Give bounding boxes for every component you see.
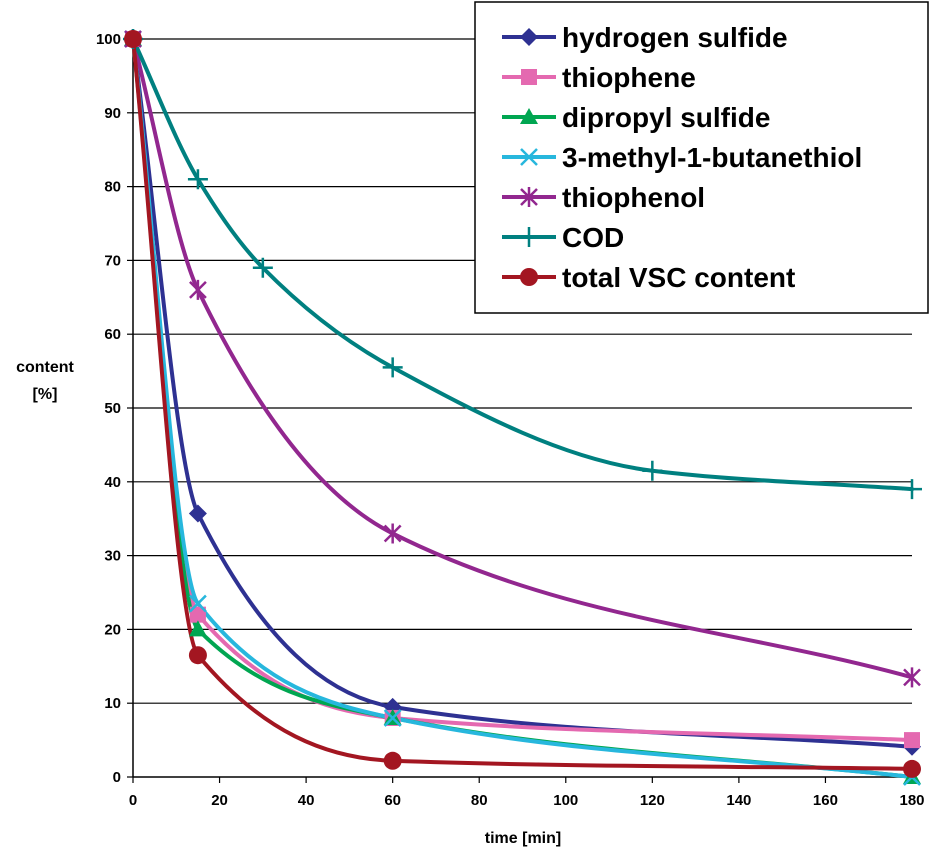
data-point-cod bbox=[382, 357, 403, 378]
x-tick-labels: 0 20 40 60 80 100 120 140 160 180 bbox=[129, 792, 925, 809]
x-tick-label: 160 bbox=[813, 792, 838, 809]
data-point-thiophene bbox=[904, 732, 920, 749]
series-line-thiophenol bbox=[131, 37, 914, 680]
legend-label-thiophenol: thiophenol bbox=[562, 182, 705, 213]
data-point-thiophenol bbox=[189, 279, 207, 300]
data-point-cod bbox=[252, 257, 273, 278]
y-tick-label: 60 bbox=[104, 326, 121, 343]
data-point-total-vsc-content bbox=[188, 646, 207, 665]
legend-label-cod: COD bbox=[562, 222, 624, 253]
axes bbox=[127, 33, 913, 783]
legend-label-3-methyl-1-butanethiol: 3-methyl-1-butanethiol bbox=[562, 142, 862, 173]
y-tick-label: 70 bbox=[104, 252, 121, 269]
legend-marker-thiophene bbox=[521, 69, 537, 85]
data-point-total-vsc-content bbox=[903, 759, 921, 778]
legend-label-dipropyl-sulfide: dipropyl sulfide bbox=[562, 102, 770, 133]
data-point-thiophenol bbox=[903, 667, 921, 688]
y-tick-label: 0 bbox=[113, 769, 121, 786]
data-point-total-vsc-content bbox=[124, 30, 142, 48]
data-point-cod bbox=[187, 169, 208, 190]
data-point-thiophene bbox=[189, 606, 206, 623]
x-tick-label: 100 bbox=[553, 792, 578, 809]
series-markers bbox=[123, 29, 922, 786]
series-line-cod bbox=[131, 37, 914, 492]
y-tick-label: 80 bbox=[104, 179, 121, 196]
legend-marker-hydrogen-sulfide bbox=[520, 28, 538, 46]
legend-marker-dipropyl-sulfide bbox=[520, 108, 538, 124]
y-tick-label: 50 bbox=[104, 400, 121, 417]
x-tick-label: 140 bbox=[726, 792, 751, 809]
y-tick-label: 30 bbox=[104, 548, 121, 565]
x-tick-label: 120 bbox=[640, 792, 665, 809]
legend-label-total-vsc-content: total VSC content bbox=[562, 262, 795, 293]
series-line-total-vsc-content bbox=[131, 37, 914, 771]
data-point-hydrogen-sulfide bbox=[188, 504, 207, 523]
data-point-dipropyl-sulfide bbox=[188, 620, 207, 637]
series-lines bbox=[131, 37, 914, 779]
x-tick-label: 80 bbox=[471, 792, 488, 809]
y-tick-label: 90 bbox=[104, 105, 121, 122]
legend-label-thiophene: thiophene bbox=[562, 62, 696, 93]
x-tick-label: 20 bbox=[211, 792, 228, 809]
x-tick-label: 180 bbox=[899, 792, 924, 809]
x-tick-label: 0 bbox=[129, 792, 137, 809]
series-line-3-methyl-1-butanethiol bbox=[131, 37, 914, 779]
legend-label-hydrogen-sulfide: hydrogen sulfide bbox=[562, 22, 788, 53]
y-tick-label: 10 bbox=[104, 695, 121, 712]
x-axis-label: time [min] bbox=[485, 830, 561, 847]
y-tick-label: 20 bbox=[104, 621, 121, 638]
legend-marker-total-vsc-content bbox=[520, 268, 538, 286]
y-axis-label-line2: [%] bbox=[33, 386, 58, 403]
y-tick-label: 100 bbox=[96, 31, 121, 48]
legend: hydrogen sulfide thiophene dipropyl sulfid… bbox=[474, 1, 929, 314]
data-point-cod bbox=[902, 479, 922, 500]
y-tick-labels: 0 10 20 30 40 50 60 70 80 90 100 bbox=[96, 31, 121, 786]
legend-marker-cod bbox=[519, 227, 539, 247]
x-tick-label: 40 bbox=[298, 792, 315, 809]
x-tick-label: 60 bbox=[384, 792, 401, 809]
y-axis-label-line1: content bbox=[16, 359, 74, 376]
y-tick-label: 40 bbox=[104, 474, 121, 491]
data-point-thiophenol bbox=[383, 523, 402, 544]
data-point-3-methyl-1-butanethiol bbox=[189, 594, 207, 613]
data-point-3-methyl-1-butanethiol bbox=[383, 709, 402, 727]
legend-marker-thiophenol bbox=[520, 187, 538, 207]
data-point-total-vsc-content bbox=[383, 751, 402, 770]
data-point-cod bbox=[642, 460, 663, 481]
legend-marker-3-methyl-1-butanethiol bbox=[520, 148, 538, 166]
